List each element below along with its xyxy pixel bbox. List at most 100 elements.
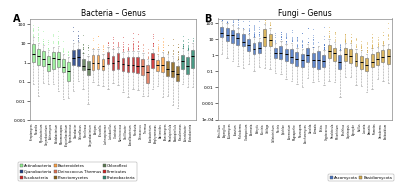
PathPatch shape [312, 53, 314, 67]
Text: Oscillibacter: Oscillibacter [124, 123, 128, 139]
PathPatch shape [47, 56, 50, 71]
PathPatch shape [252, 43, 256, 54]
PathPatch shape [146, 65, 149, 83]
Text: Clostridium: Clostridium [114, 123, 118, 137]
PathPatch shape [136, 57, 139, 73]
Text: Fusarium: Fusarium [234, 123, 238, 134]
PathPatch shape [32, 44, 35, 62]
Text: Candida: Candida [309, 123, 313, 133]
Text: Propionibacterium: Propionibacterium [64, 123, 68, 146]
PathPatch shape [102, 59, 104, 70]
PathPatch shape [112, 56, 114, 70]
Text: Aspergillus: Aspergillus [223, 123, 227, 137]
Text: Nocardia: Nocardia [34, 123, 38, 134]
PathPatch shape [381, 51, 384, 62]
PathPatch shape [344, 48, 347, 61]
Text: Lachnospiraceae: Lachnospiraceae [104, 123, 108, 144]
PathPatch shape [92, 55, 94, 70]
Text: Penicillium: Penicillium [218, 123, 222, 137]
Text: Puccinia: Puccinia [261, 123, 265, 134]
PathPatch shape [376, 52, 379, 65]
PathPatch shape [171, 62, 174, 77]
Text: Metarhizium: Metarhizium [336, 123, 340, 139]
PathPatch shape [42, 51, 45, 66]
Text: Ganoderma: Ganoderma [379, 123, 383, 138]
Text: Streptomyces: Streptomyces [30, 123, 34, 140]
PathPatch shape [87, 61, 90, 75]
PathPatch shape [82, 59, 84, 70]
Title: Fungi – Genus: Fungi – Genus [278, 9, 332, 18]
Text: Botrytis: Botrytis [255, 123, 259, 133]
Text: Saccharomyces: Saccharomyces [304, 123, 308, 143]
Text: Yarrowia: Yarrowia [314, 123, 318, 134]
Text: Chloroflexus: Chloroflexus [79, 123, 83, 139]
Text: Talaromyces: Talaromyces [228, 123, 232, 139]
PathPatch shape [296, 52, 298, 66]
Legend: Actinobacteria, Cyanobacteria, Fusobacteria, Bacteroidetes, Deinococcus Thermus,: Actinobacteria, Cyanobacteria, Fusobacte… [18, 162, 137, 181]
Text: Porphyromonas: Porphyromonas [154, 123, 158, 142]
PathPatch shape [349, 49, 352, 63]
Text: Synechococcus: Synechococcus [69, 123, 73, 142]
PathPatch shape [142, 59, 144, 75]
Text: Mycobacterium: Mycobacterium [40, 123, 44, 142]
Text: Pichia: Pichia [320, 123, 324, 131]
PathPatch shape [72, 50, 75, 65]
Text: A: A [13, 14, 21, 24]
Text: Roseiflexus: Roseiflexus [84, 123, 88, 137]
PathPatch shape [176, 66, 179, 81]
PathPatch shape [269, 34, 272, 46]
PathPatch shape [186, 57, 189, 74]
PathPatch shape [166, 61, 169, 76]
Text: Chryseobacterium: Chryseobacterium [89, 123, 93, 146]
PathPatch shape [328, 45, 331, 58]
Text: Roseburia: Roseburia [134, 123, 138, 135]
Text: Bifidobacterium: Bifidobacterium [54, 123, 58, 143]
Text: Neurospora: Neurospora [298, 123, 302, 137]
PathPatch shape [52, 52, 55, 69]
PathPatch shape [126, 57, 129, 72]
Text: Agrocybe: Agrocybe [352, 123, 356, 135]
PathPatch shape [231, 30, 234, 43]
Text: Pseudomonas: Pseudomonas [178, 123, 182, 140]
PathPatch shape [333, 48, 336, 61]
Text: Laccaria: Laccaria [363, 123, 367, 133]
PathPatch shape [279, 46, 282, 59]
Text: Amanita: Amanita [368, 123, 372, 134]
PathPatch shape [301, 54, 304, 67]
Text: Thermus: Thermus [144, 123, 148, 134]
Text: Trichoderma: Trichoderma [239, 123, 243, 139]
PathPatch shape [354, 53, 358, 66]
Legend: Ascomycota, Basidiomycota: Ascomycota, Basidiomycota [328, 174, 394, 181]
Text: Coprinopsis: Coprinopsis [347, 123, 351, 138]
PathPatch shape [338, 56, 341, 69]
Text: Rhodopirellula: Rhodopirellula [169, 123, 173, 141]
Text: Suillus: Suillus [357, 123, 361, 131]
Text: Epichloe: Epichloe [282, 123, 286, 134]
Text: Planctomyces: Planctomyces [164, 123, 168, 140]
Title: Bacteria – Genus: Bacteria – Genus [80, 9, 146, 18]
PathPatch shape [306, 48, 309, 62]
PathPatch shape [365, 58, 368, 71]
Text: Ruminococcus: Ruminococcus [119, 123, 123, 141]
Text: Micromonospora: Micromonospora [59, 123, 63, 144]
Text: Nectria: Nectria [277, 123, 281, 132]
Text: Alistipes: Alistipes [94, 123, 98, 134]
Text: Acinetobacter: Acinetobacter [184, 123, 188, 141]
Text: Fusobacterium: Fusobacterium [149, 123, 153, 142]
PathPatch shape [290, 49, 293, 63]
Text: Rhodotorula: Rhodotorula [330, 123, 334, 138]
PathPatch shape [191, 50, 194, 68]
PathPatch shape [67, 63, 70, 81]
Text: Acremonium: Acremonium [288, 123, 292, 139]
Text: Prevotella: Prevotella [99, 123, 103, 136]
Text: Gloeobacter: Gloeobacter [74, 123, 78, 138]
PathPatch shape [181, 55, 184, 69]
Text: Magnaporthe: Magnaporthe [293, 123, 297, 140]
PathPatch shape [274, 48, 277, 58]
Text: Cryptococcus: Cryptococcus [325, 123, 329, 140]
PathPatch shape [117, 53, 119, 69]
PathPatch shape [258, 42, 261, 53]
Text: Lactobacillus: Lactobacillus [109, 123, 113, 139]
PathPatch shape [57, 52, 60, 67]
Text: Proteobacteria: Proteobacteria [188, 123, 192, 141]
